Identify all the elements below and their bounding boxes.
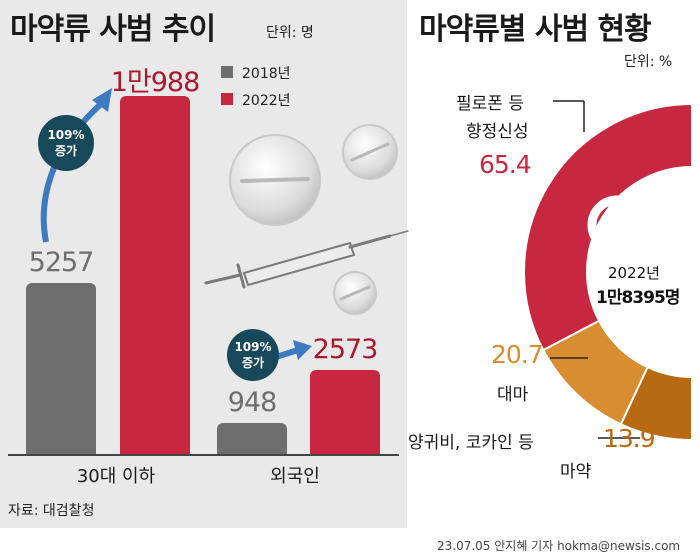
badge-percent: 109% <box>234 340 272 354</box>
bar-value-label: 5257 <box>28 246 95 278</box>
credit-text: 23.07.05 안지혜 기자 hokma@newsis.com <box>437 539 681 553</box>
slice-value-other: 13.9 <box>603 424 656 453</box>
bar-2018-30s <box>26 282 96 454</box>
left-chart-title: 마약류 사범 추이 <box>10 12 216 47</box>
legend-label-2018: 2018년 <box>242 66 291 82</box>
x-axis-baseline <box>8 454 399 456</box>
slice-label-cannabis: 대마 <box>497 385 529 405</box>
slice-value-meth: 65.4 <box>479 150 532 179</box>
increase-arrow-icon <box>275 347 299 360</box>
bar-2022-foreigner <box>310 370 380 454</box>
legend-label-2022: 2022년 <box>242 93 291 109</box>
bar-2022-30s <box>120 96 190 454</box>
slice-other <box>619 365 693 442</box>
donut-chart <box>523 100 700 442</box>
slice-label-meth-line2: 향정신성 <box>466 122 529 142</box>
pills-syringe-illustration <box>204 124 409 315</box>
increase-arrows <box>40 88 312 360</box>
increase-arrow-icon <box>40 100 105 243</box>
slice-label-other-line2: 마약 <box>560 462 592 482</box>
increase-badge-30s: 109% 증가 <box>38 115 94 171</box>
slice-label-other-line1: 양귀비, 코카인 등 <box>408 433 534 453</box>
arrow-head-icon <box>92 88 112 112</box>
handcuffs-icon <box>587 195 700 255</box>
pill-icon <box>229 134 321 226</box>
slice-meth <box>523 102 693 352</box>
slice-label-meth-line1: 필로폰 등 <box>456 94 524 114</box>
bar-value-label: 1만988 <box>110 67 201 98</box>
badge-word: 증가 <box>241 356 265 370</box>
syringe-icon <box>204 230 409 289</box>
pill-icon <box>333 271 377 315</box>
source-note: 자료: 대검찰청 <box>8 503 95 519</box>
bar-value-label: 2573 <box>312 334 379 366</box>
badge-percent: 109% <box>47 128 85 142</box>
pill-icon <box>342 124 398 180</box>
right-chart-title: 마약류별 사범 현황 <box>419 12 652 47</box>
donut-center-total: 1만8395명 <box>596 288 680 308</box>
arrow-head-icon <box>293 340 312 360</box>
legend-swatch-2018 <box>221 66 233 78</box>
credit-bar <box>0 528 700 558</box>
donut-center-year: 2022년 <box>608 264 660 282</box>
category-label-foreigner: 외국인 <box>270 466 320 487</box>
increase-badge-foreigner: 109% 증가 <box>227 329 279 381</box>
left-unit-label: 단위: 명 <box>266 25 314 41</box>
bar-value-label: 948 <box>227 387 278 419</box>
slice-value-cannabis: 20.7 <box>491 340 544 369</box>
legend-swatch-2022 <box>221 93 233 105</box>
category-label-30s: 30대 이하 <box>76 466 156 487</box>
right-unit-label: 단위: % <box>624 54 673 70</box>
bar-2018-foreigner <box>217 423 287 454</box>
badge-word: 증가 <box>54 144 78 158</box>
